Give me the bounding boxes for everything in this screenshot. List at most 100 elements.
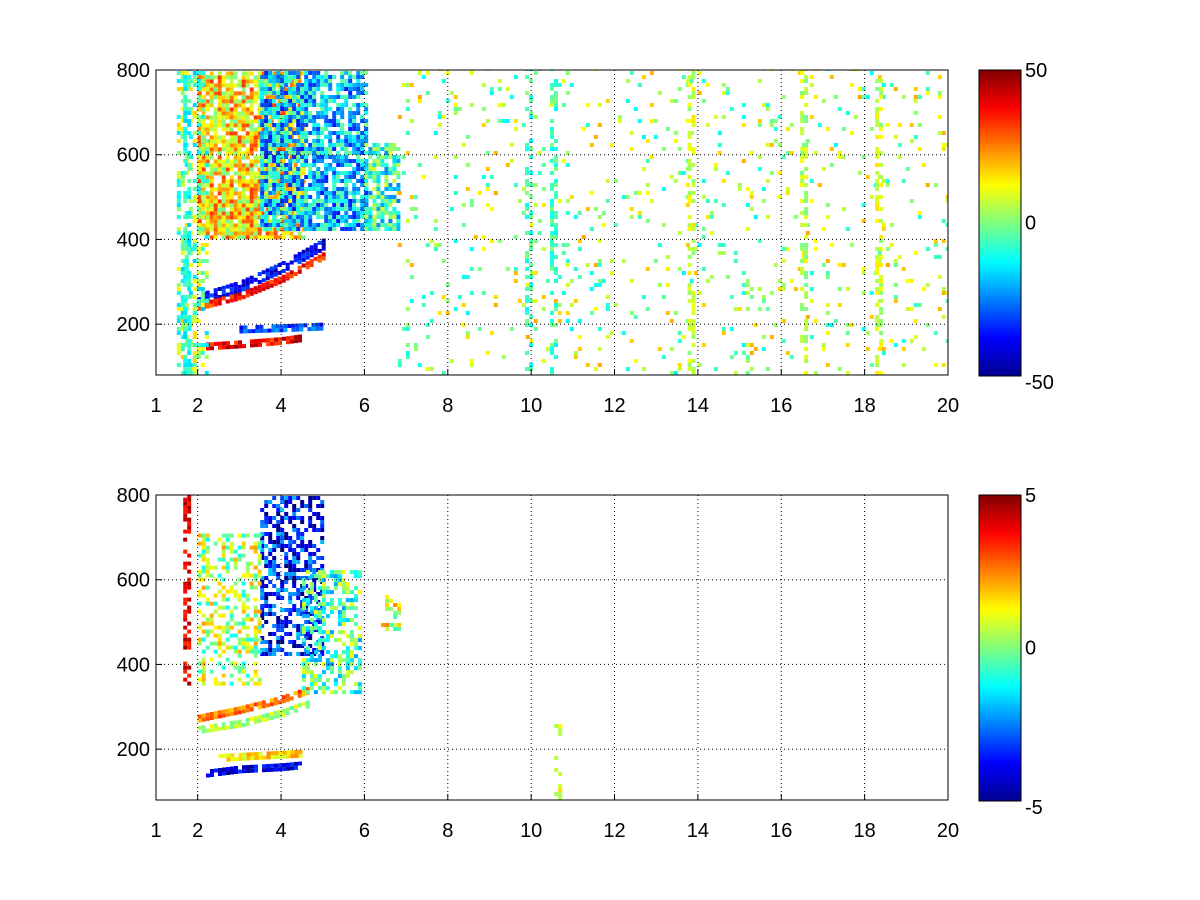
heatmap-cell — [529, 287, 533, 291]
heatmap-cell — [296, 532, 301, 536]
heatmap-cell — [305, 687, 310, 692]
heatmap-cell — [320, 516, 325, 520]
heatmap-cell — [673, 139, 678, 143]
heatmap-cell — [396, 175, 401, 179]
heatmap-cell — [773, 139, 778, 143]
heatmap-cell — [857, 95, 862, 99]
heatmap-cell — [272, 584, 277, 588]
heatmap-cell — [525, 367, 529, 371]
heatmap-cell — [769, 335, 774, 339]
heatmap-cell — [284, 512, 289, 516]
heatmap-cell — [276, 592, 281, 596]
heatmap-cell — [241, 71, 246, 76]
heatmap-cell — [285, 262, 290, 267]
heatmap-cell — [241, 609, 246, 614]
heatmap-cell — [304, 560, 309, 564]
heatmap-cell — [205, 227, 210, 232]
heatmap-cell — [284, 616, 289, 620]
heatmap-cell — [292, 560, 297, 564]
heatmap-cell — [233, 143, 238, 148]
heatmap-cell — [249, 649, 254, 654]
heatmap-cell — [845, 323, 850, 327]
heatmap-cell — [800, 307, 805, 311]
heatmap-cell — [225, 725, 230, 730]
heatmap-cell — [368, 171, 373, 175]
heatmap-cell — [316, 207, 321, 211]
heatmap-cell — [761, 335, 766, 339]
heatmap-cell — [804, 259, 809, 263]
heatmap-cell — [245, 227, 250, 232]
heatmap-cell — [336, 87, 341, 91]
heatmap-cell — [280, 496, 285, 500]
heatmap-cell — [187, 609, 192, 614]
heatmap-cell — [192, 187, 197, 191]
heatmap-cell — [320, 540, 325, 544]
heatmap-cell — [613, 179, 618, 183]
heatmap-cell — [585, 363, 590, 367]
heatmap-cell — [789, 355, 794, 359]
heatmap-cell — [205, 537, 210, 542]
heatmap-cell — [461, 203, 466, 207]
heatmap-cell — [296, 139, 301, 143]
heatmap-cell — [605, 99, 610, 103]
heatmap-cell — [449, 359, 454, 363]
heatmap-cell — [176, 303, 181, 307]
heatmap-cell — [877, 251, 882, 255]
heatmap-cell — [425, 323, 430, 327]
heatmap-cell — [809, 271, 814, 275]
heatmap-cell — [691, 115, 696, 119]
heatmap-cell — [176, 347, 181, 351]
heatmap-cell — [229, 291, 234, 296]
heatmap-cell — [384, 195, 389, 199]
heatmap-cell — [565, 263, 570, 267]
heatmap-cell — [237, 135, 242, 140]
heatmap-cell — [875, 267, 880, 271]
heatmap-cell — [245, 219, 250, 224]
heatmap-cell — [301, 235, 306, 240]
heatmap-cell — [218, 345, 222, 350]
heatmap-cell — [237, 653, 242, 658]
heatmap-cell — [201, 657, 206, 662]
heatmap-cell — [200, 279, 205, 283]
heatmap-cell — [303, 323, 308, 328]
heatmap-cell — [372, 199, 377, 203]
heatmap-cell — [352, 135, 357, 139]
heatmap-cell — [201, 545, 206, 550]
heatmap-cell — [364, 227, 369, 231]
heatmap-cell — [292, 223, 297, 227]
heatmap-cell — [187, 155, 192, 159]
heatmap-cell — [180, 267, 185, 271]
heatmap-cell — [192, 363, 197, 367]
heatmap-cell — [453, 239, 458, 243]
heatmap-cell — [264, 520, 269, 524]
heatmap-cell — [276, 155, 281, 159]
heatmap-cell — [237, 669, 242, 674]
heatmap-cell — [301, 227, 306, 232]
heatmap-cell — [257, 235, 262, 240]
heatmap-cell — [332, 123, 337, 127]
heatmap-cell — [312, 151, 317, 155]
heatmap-cell — [237, 199, 242, 204]
heatmap-cell — [280, 199, 285, 203]
heatmap-cell — [217, 231, 222, 236]
heatmap-cell — [356, 159, 361, 163]
heatmap-cell — [469, 247, 474, 251]
heatmap-cell — [284, 556, 289, 560]
heatmap-cell — [384, 227, 389, 231]
heatmap-cell — [180, 303, 185, 307]
heatmap-cell — [309, 654, 314, 659]
heatmap-cell — [669, 347, 674, 351]
heatmap-cell — [289, 123, 294, 128]
heatmap-cell — [360, 159, 365, 163]
heatmap-cell — [320, 131, 325, 135]
heatmap-cell — [360, 203, 365, 207]
heatmap-cell — [237, 139, 242, 144]
heatmap-cell — [313, 650, 318, 655]
heatmap-cell — [785, 351, 790, 355]
heatmap-cell — [209, 728, 214, 733]
heatmap-cell — [217, 75, 222, 80]
heatmap-cell — [348, 223, 353, 227]
heatmap-cell — [384, 203, 389, 207]
heatmap-cell — [329, 590, 334, 595]
heatmap-cell — [268, 568, 273, 572]
